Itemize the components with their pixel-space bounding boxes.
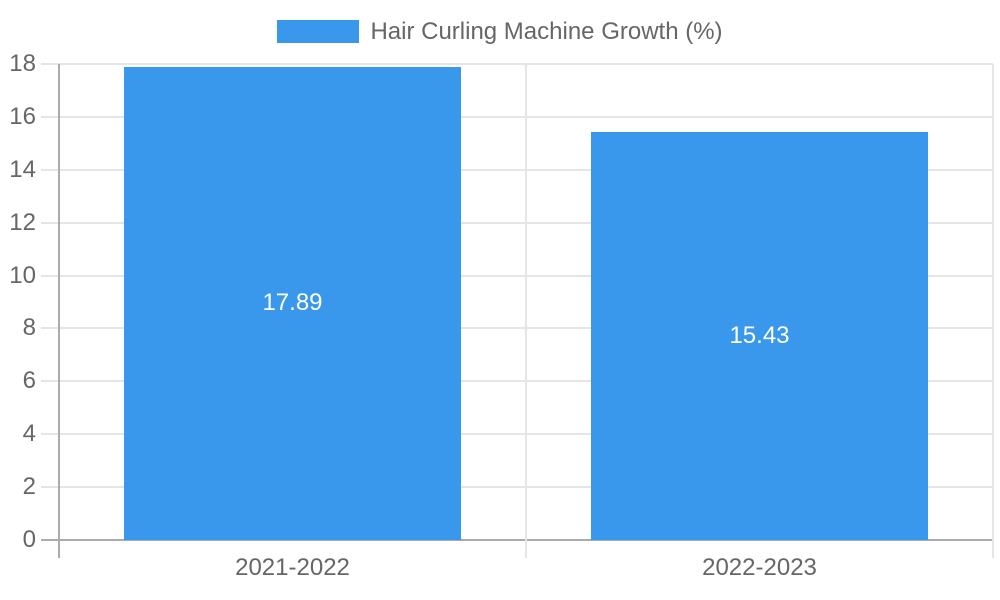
legend-label: Hair Curling Machine Growth (%) [370,18,723,45]
y-axis-tick-label: 18 [9,50,36,77]
x-gridline [992,64,994,558]
y-axis-tick-label: 2 [22,473,36,501]
y-gridline [41,486,993,489]
bar-value-label: 17.89 [262,289,323,317]
y-gridline [41,380,993,383]
bar [124,66,461,540]
bar [591,131,928,540]
x-axis-line [41,539,993,541]
y-gridline [41,221,993,224]
y-gridline [41,63,993,65]
y-axis-tick-label: 16 [9,102,36,130]
y-axis-tick-label: 0 [22,526,36,553]
y-gridline [41,115,993,118]
y-gridline [41,433,993,436]
bar-value-label: 15.43 [729,321,790,349]
y-axis-tick-label: 12 [9,208,36,236]
y-gridline [41,274,993,277]
x-axis-tick-label: 2022-2023 [702,554,817,581]
y-axis-tick-label: 6 [22,367,36,395]
x-axis-tick-label: 2021-2022 [235,554,350,581]
y-gridline [41,327,993,330]
legend: Hair Curling Machine Growth (%) [0,18,1000,45]
y-axis-tick-label: 14 [9,155,36,183]
y-axis-tick-label: 8 [22,314,36,342]
y-axis-tick-label: 10 [9,261,36,289]
x-gridline [525,64,527,558]
y-axis-tick-label: 4 [22,420,36,448]
legend-swatch [277,20,360,43]
y-axis-line [58,64,60,558]
y-gridline [41,168,993,171]
